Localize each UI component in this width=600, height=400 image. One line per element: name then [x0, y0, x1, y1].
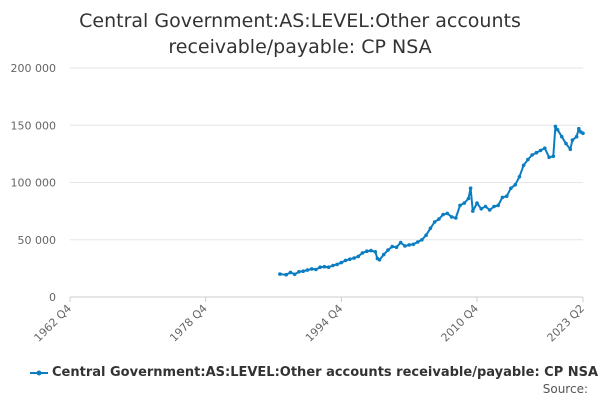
data-point: [360, 251, 365, 255]
data-point: [411, 242, 416, 247]
x-tick-label: 1978 Q4: [167, 302, 210, 345]
data-point: [331, 263, 335, 268]
y-tick-label: 50 000: [18, 234, 57, 247]
data-point: [530, 153, 534, 157]
data-point: [487, 208, 492, 212]
data-point: [373, 250, 378, 254]
data-point: [352, 256, 356, 260]
data-point: [386, 248, 390, 252]
data-point: [513, 183, 517, 187]
data-point: [560, 134, 564, 139]
data-point: [574, 134, 579, 139]
data-point: [318, 265, 322, 270]
data-point: [458, 203, 462, 208]
data-point: [278, 272, 282, 276]
data-point: [377, 258, 382, 262]
data-point: [454, 216, 458, 220]
data-point: [509, 186, 513, 190]
data-point: [339, 260, 344, 265]
data-point: [335, 262, 339, 267]
chart-title: Central Government:AS:LEVEL:Other accoun…: [0, 8, 600, 60]
data-point: [415, 240, 420, 244]
data-point: [381, 252, 386, 257]
data-point: [394, 245, 399, 249]
data-point: [449, 215, 454, 219]
data-point: [445, 211, 450, 216]
chart-title-line-1: Central Government:AS:LEVEL:Other accoun…: [79, 10, 521, 32]
source-label: Source:: [542, 382, 588, 396]
data-point: [292, 272, 297, 277]
y-axis-ticks: 0 50 000 100 000 150 000 200 000: [11, 62, 57, 304]
data-point: [570, 138, 575, 142]
data-point: [479, 207, 484, 211]
data-point: [577, 126, 581, 131]
x-axis-ticks: 1962 Q4 1978 Q4 1994 Q4 2010 Q4 2023 Q2: [32, 297, 588, 345]
data-point: [288, 270, 293, 275]
data-point: [343, 258, 348, 263]
data-point: [356, 254, 361, 259]
data-point: [551, 154, 556, 158]
data-point: [553, 124, 558, 129]
data-point: [403, 244, 407, 248]
data-point: [326, 265, 331, 270]
data-point: [538, 148, 543, 153]
data-point: [424, 233, 428, 237]
data-point: [543, 146, 547, 150]
legend-swatch: [30, 370, 48, 375]
data-point: [369, 248, 373, 253]
gridlines: [70, 67, 583, 298]
data-point: [496, 203, 501, 208]
data-point: [521, 163, 526, 168]
y-tick-label: 0: [49, 291, 56, 304]
series-layer: [278, 124, 585, 277]
data-point: [305, 268, 310, 272]
y-tick-label: 150 000: [11, 119, 57, 132]
data-point: [534, 150, 539, 155]
data-point: [475, 201, 479, 205]
data-point: [526, 157, 530, 162]
data-point: [462, 201, 467, 205]
x-tick-label: 2023 Q2: [545, 302, 588, 345]
data-point: [568, 147, 573, 152]
legend-label: Central Government:AS:LEVEL:Other accoun…: [52, 365, 599, 380]
data-point: [564, 141, 568, 146]
data-point: [301, 269, 306, 274]
series-line: [279, 125, 584, 276]
data-point: [483, 204, 488, 209]
data-point: [504, 194, 509, 198]
legend[interactable]: Central Government:AS:LEVEL:Other accoun…: [30, 365, 598, 380]
data-point: [555, 128, 560, 132]
data-point: [432, 220, 437, 224]
data-point: [348, 257, 352, 262]
data-point: [309, 267, 314, 271]
data-point: [517, 175, 522, 179]
data-point: [547, 155, 551, 160]
x-tick-label: 2010 Q4: [439, 302, 482, 345]
data-point: [407, 243, 412, 247]
data-point: [284, 272, 289, 277]
data-point: [437, 217, 441, 221]
data-point: [492, 204, 496, 209]
data-point: [390, 244, 395, 249]
data-point: [471, 209, 475, 213]
data-point: [500, 195, 505, 200]
data-point: [428, 226, 433, 231]
y-tick-label: 100 000: [11, 177, 57, 190]
data-point: [398, 240, 403, 245]
data-point: [365, 249, 369, 253]
data-point: [441, 212, 445, 217]
data-point: [322, 264, 327, 269]
chart-title-line-2: receivable/payable: CP NSA: [168, 36, 432, 58]
data-point: [297, 270, 301, 274]
y-tick-label: 200 000: [11, 62, 57, 75]
data-point: [581, 131, 585, 136]
data-point: [466, 196, 471, 201]
data-point: [420, 238, 424, 242]
x-tick-label: 1962 Q4: [32, 302, 75, 345]
data-point: [314, 267, 318, 272]
data-point: [468, 186, 473, 190]
x-tick-label: 1994 Q4: [303, 302, 346, 345]
